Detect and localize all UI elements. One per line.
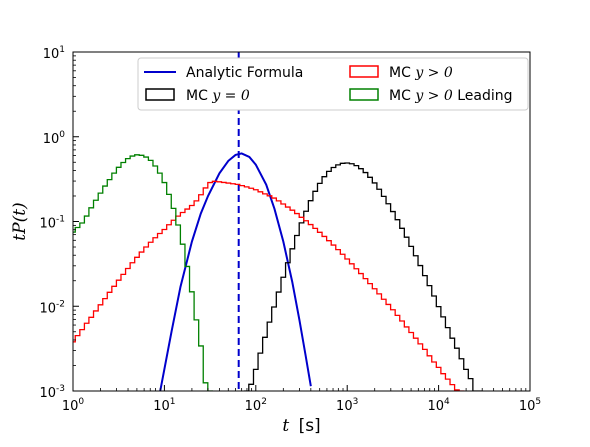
legend-label-mc-ygt0: MC y > 0 — [389, 65, 453, 81]
x-tick-label-base: 10 — [62, 399, 79, 414]
legend-swatch-mc-ygt0 — [349, 65, 379, 78]
x-tick-label: 104 — [427, 397, 450, 414]
x-tick-label-exp: 4 — [444, 397, 450, 407]
x-tick-label-exp: 3 — [353, 397, 359, 407]
x-tick-label-base: 10 — [427, 399, 444, 414]
x-tick-label-exp: 5 — [535, 397, 541, 407]
x-axis-label-var: t — [282, 416, 289, 436]
legend-box — [137, 57, 529, 111]
x-tick-label: 105 — [519, 397, 541, 414]
y-tick-label: 100 — [43, 130, 66, 147]
x-tick-label-base: 10 — [519, 399, 536, 414]
legend-label-mc-y0-math: y = 0 — [211, 88, 250, 104]
legend-label-mc-y0: MC y = 0 — [186, 88, 250, 104]
legend-label-analytic: Analytic Formula — [186, 65, 303, 81]
x-tick-label: 102 — [245, 397, 267, 414]
y-tick-label-exp: -2 — [56, 299, 65, 309]
x-axis: 100 101 102 103 104 105 — [62, 385, 541, 414]
legend-swatch-mc-ygt0-leading — [349, 88, 379, 101]
x-tick-label-base: 10 — [153, 399, 170, 414]
x-tick-label: 101 — [153, 397, 175, 414]
x-tick-label: 103 — [336, 397, 358, 414]
y-tick-label: 10-1 — [39, 215, 65, 232]
x-tick-label: 100 — [62, 397, 85, 414]
y-tick-label-exp: 1 — [59, 45, 65, 55]
y-tick-label-exp: -1 — [56, 215, 65, 225]
legend-label-leading-math: y > 0 — [414, 88, 453, 104]
y-tick-label: 10-2 — [39, 299, 65, 316]
series-2-curve — [73, 180, 465, 391]
x-tick-label-exp: 1 — [170, 397, 176, 407]
legend-label-leading-suffix: Leading — [457, 88, 512, 104]
series-1-curve — [244, 162, 483, 391]
legend-label-mc-ygt0-prefix: MC — [389, 65, 415, 81]
series-3-curve — [73, 154, 214, 391]
x-axis-label-unit: [s] — [299, 416, 321, 436]
y-tick-label-base: 10 — [39, 217, 56, 232]
series-0-curve — [159, 152, 312, 391]
legend-label-mc-ygt0-math: y > 0 — [414, 65, 453, 81]
y-tick-label-exp: 0 — [59, 130, 65, 140]
x-axis-label: t [s] — [282, 416, 320, 436]
legend-label-mc-ygt0-leading: MC y > 0 Leading — [389, 88, 513, 104]
y-tick-label-base: 10 — [43, 47, 60, 62]
x-tick-label-exp: 2 — [261, 397, 267, 407]
x-tick-label-exp: 0 — [78, 397, 84, 407]
y-tick-label: 10-3 — [39, 384, 65, 401]
y-tick-label-exp: -3 — [56, 384, 65, 394]
legend-label-leading-prefix: MC — [389, 88, 415, 104]
y-axis-label: tP(t) — [10, 202, 30, 240]
legend-swatch-mc-y0 — [145, 88, 175, 101]
legend: Analytic Formula MC y = 0 MC y > 0 MC y … — [137, 57, 529, 111]
y-tick-label-base: 10 — [39, 301, 56, 316]
x-tick-label-base: 10 — [336, 399, 353, 414]
x-tick-label-base: 10 — [245, 399, 262, 414]
y-tick-label-base: 10 — [43, 132, 60, 147]
legend-label-mc-y0-prefix: MC — [186, 88, 212, 104]
y-tick-label: 101 — [43, 45, 65, 62]
y-tick-label-base: 10 — [39, 386, 56, 401]
